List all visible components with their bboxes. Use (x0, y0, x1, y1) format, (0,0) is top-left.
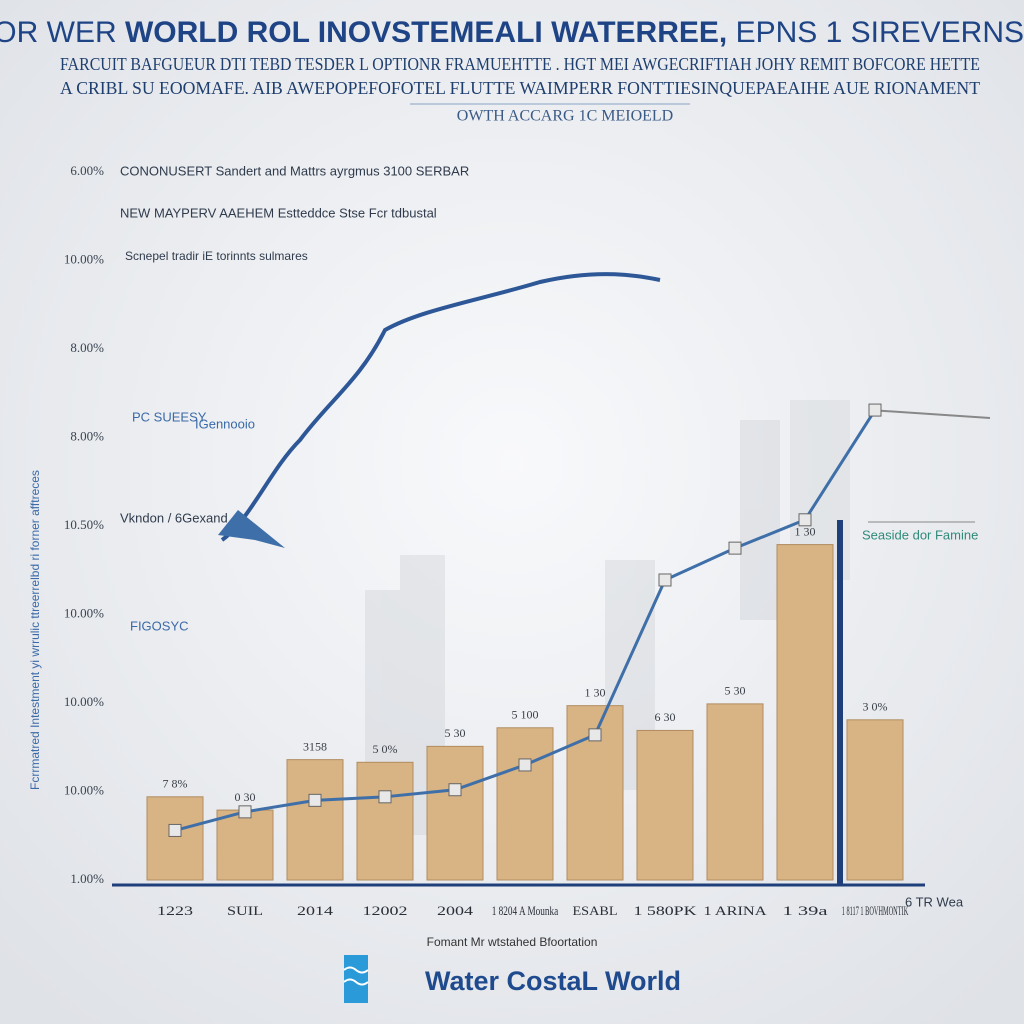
x-tick-label: SUIL (227, 903, 263, 918)
line-point (238, 805, 252, 819)
bar (496, 727, 554, 881)
bar-label: 0 30 (235, 790, 256, 804)
brand-logo (343, 955, 369, 1003)
bar-label: 7 8% (163, 777, 188, 791)
decorative-rule (869, 409, 991, 419)
annotation: Vkndon / 6Gexand (120, 510, 228, 525)
line-point (868, 403, 882, 417)
x-tick-label: 12002 (363, 903, 408, 918)
x-tick-label: 1 39a (783, 903, 828, 918)
bar-label: 5 0% (373, 742, 398, 756)
bar (286, 759, 344, 881)
line-point (798, 513, 812, 527)
x-tick-label: 1223 (157, 903, 193, 918)
annotation: FIGOSYC (130, 618, 189, 633)
title-lead: FOR WER (0, 16, 117, 49)
line-point (658, 573, 672, 587)
y-tick-label: 10.00% (64, 251, 104, 266)
bar (426, 745, 484, 881)
line-point (168, 823, 182, 837)
bar (146, 796, 204, 881)
bar-label: 3 0% (863, 700, 888, 714)
subtitle: A CRIBL SU EOOMAFE. AIB AWEPOPEFOFOTEL F… (60, 78, 980, 98)
bar-label: 5 30 (445, 726, 466, 740)
y-tick-label: 1.00% (70, 871, 104, 886)
annotation: PC SUEESY (132, 409, 207, 424)
y-tick-label: 8.00% (70, 340, 104, 355)
chart-title: FOR WER WORLD ROL INOVSTEMEALI WATERREE,… (0, 16, 1024, 49)
line-point (518, 758, 532, 772)
x-tick-label: 1 8204 A Mounka (492, 903, 559, 918)
annotation: Seaside dor Famine (862, 527, 978, 542)
bar (776, 544, 834, 881)
subtitle: FARCUIT BAFGUEUR DTI TEBD TESDER L OPTIO… (60, 54, 980, 74)
x-tick-label: 1 8117 1 BOVHMONTIK (842, 903, 909, 918)
bar-label: 6 30 (655, 710, 676, 724)
line-point (378, 790, 392, 804)
line-point (728, 541, 742, 555)
x-tick-label: ESABL (573, 903, 618, 918)
bar-label: 1 30 (795, 524, 816, 538)
note: NEW MAYPERV AAEHEM Estteddce Stse Fcr td… (120, 205, 437, 220)
line-point (308, 793, 322, 807)
annotation: IGennooio (195, 416, 255, 431)
subtitle: OWTH ACCARG 1C MEIOELD (457, 108, 673, 125)
bar (706, 703, 764, 881)
line-point (588, 728, 602, 742)
bar (636, 729, 694, 881)
line-point (448, 783, 462, 797)
y-tick-label: 6.00% (70, 163, 104, 178)
annotation: 6 TR Wea (905, 894, 964, 909)
note: CONONUSERT Sandert and Mattrs ayrgmus 31… (120, 163, 469, 178)
decorative-wave (220, 272, 661, 542)
bar-label: 3158 (303, 739, 327, 753)
y-tick-label: 10.50% (64, 517, 104, 532)
bar-label: 5 30 (725, 684, 746, 698)
bar (356, 761, 414, 881)
background-shapes (365, 400, 850, 835)
y-tick-label: 8.00% (70, 428, 104, 443)
title-main: WORLD ROL INOVSTEMEALI WATERREE, (125, 16, 727, 49)
decorative-shape (218, 510, 285, 548)
y-tick-label: 10.00% (64, 605, 104, 620)
x-tick-label: 2004 (437, 903, 474, 918)
title-tail: EPNS 1 SIREVERNS3/ (736, 16, 1024, 49)
bar-label: 5 100 (512, 708, 539, 722)
x-tick-label: 1 580PK (634, 903, 698, 918)
bar (216, 809, 274, 881)
y-axis-label: Fcrrmatred Intestment yi wrrulic ttreerr… (28, 470, 42, 790)
y-tick-label: 10.00% (64, 782, 104, 797)
source: Fomant Mr wtstahed Bfoortation (427, 935, 598, 949)
brand-name: Water CostaL World (425, 966, 681, 996)
y-tick-label: 10.00% (64, 694, 104, 709)
bar-label: 1 30 (585, 685, 606, 699)
x-tick-label: 2014 (297, 903, 334, 918)
x-tick-label: 1 ARINA (704, 903, 768, 918)
bar (846, 719, 904, 881)
note: Scnepel tradir iE torinnts sulmares (125, 249, 308, 263)
